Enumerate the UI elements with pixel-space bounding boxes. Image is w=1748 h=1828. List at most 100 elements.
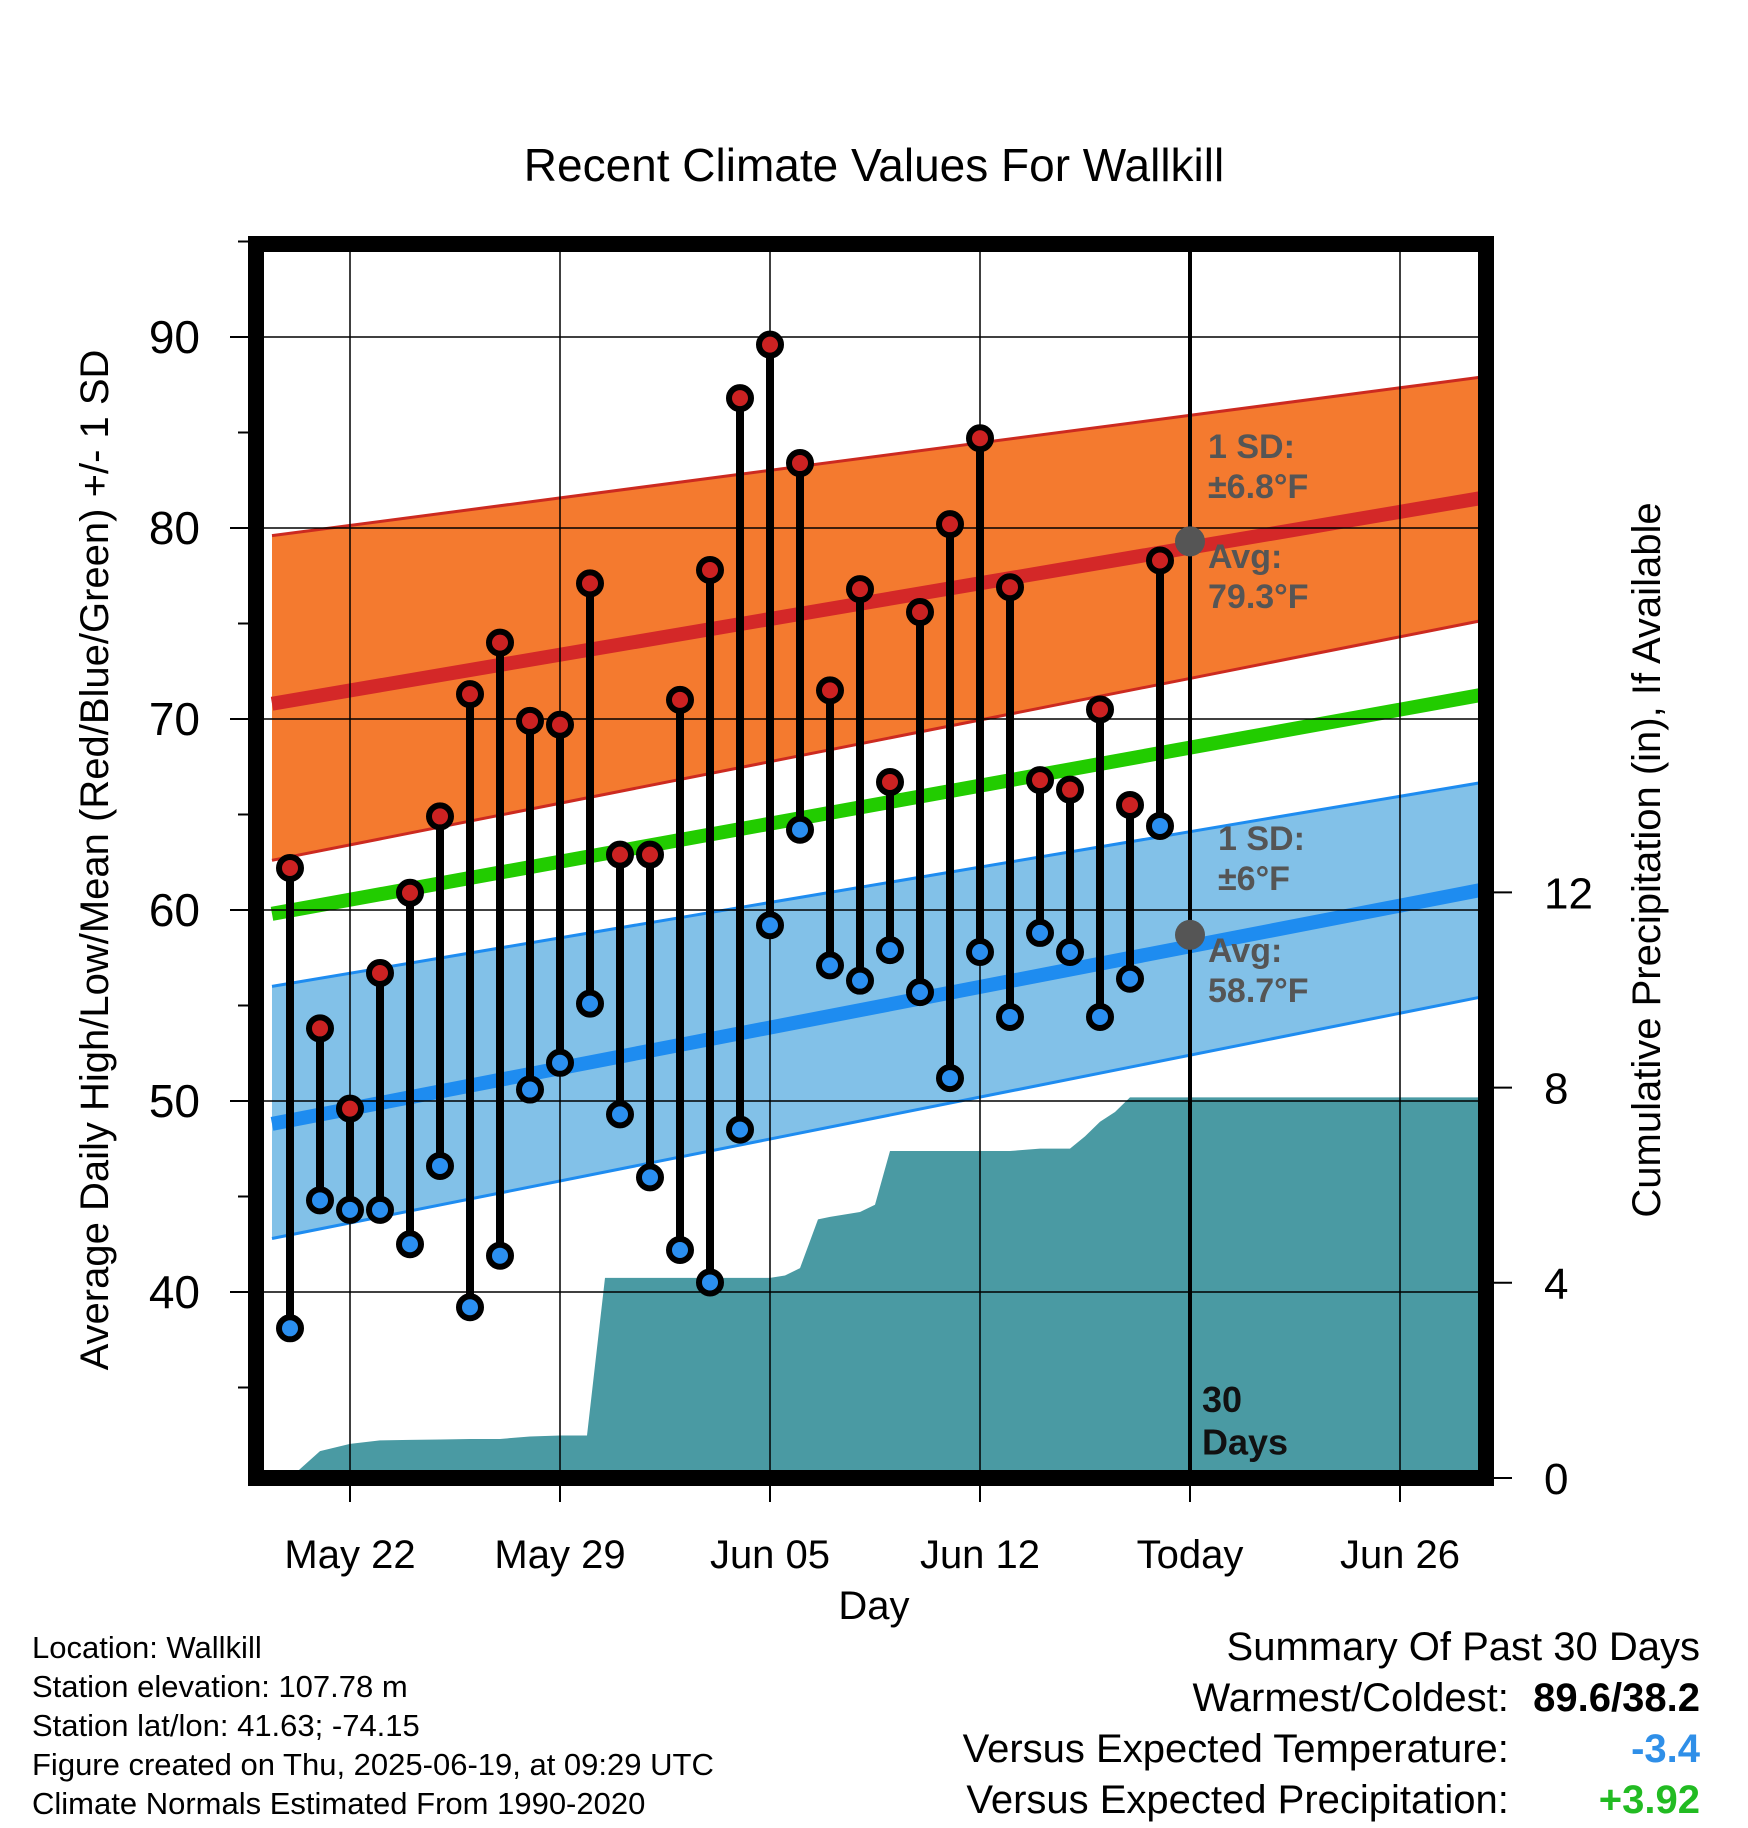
daily-low-point: [966, 938, 994, 967]
daily-low-point: [1146, 811, 1174, 840]
normals-text: Climate Normals Estimated From 1990-2020: [32, 1786, 646, 1821]
axes: 40 50 60 70 80 90 0 4 8 12 May 22 May 29 Jun 05 Jun 1…: [73, 236, 1669, 1577]
x-tick-label: Jun 05: [710, 1533, 830, 1577]
days-annotation: 30 Days: [1202, 1379, 1288, 1462]
daily-mean-line: [270, 688, 1480, 921]
daily-low-point: [1056, 938, 1084, 967]
daily-low-point: [1116, 964, 1144, 993]
daily-low-point: [786, 815, 814, 844]
low-sd-annotation: 1 SD: ±6°F: [1218, 820, 1305, 898]
temp-anomaly-label: Versus Expected Temperature:: [962, 1727, 1509, 1771]
daily-high-point: [816, 676, 844, 705]
precip-anomaly-label: Versus Expected Precipitation:: [966, 1778, 1509, 1822]
daily-high-point: [1056, 775, 1084, 804]
daily-low-point: [396, 1230, 424, 1259]
daily-low-point: [576, 989, 604, 1018]
location-text: Location: Wallkill: [32, 1630, 262, 1665]
daily-low-point: [546, 1048, 574, 1077]
daily-low-point: [366, 1195, 394, 1224]
daily-low-point: [456, 1293, 484, 1322]
temp-anomaly-value: -3.4: [1631, 1727, 1700, 1771]
y2-tick-label: 4: [1544, 1260, 1568, 1309]
daily-high-point: [306, 1014, 334, 1043]
y-tick-label: 70: [149, 693, 200, 745]
daily-high-point: [486, 628, 514, 657]
y2-tick-label: 12: [1544, 869, 1593, 918]
x-tick-label: May 22: [284, 1533, 415, 1577]
daily-high-point: [1146, 546, 1174, 575]
daily-high-point: [846, 575, 874, 604]
daily-high-point: [696, 556, 724, 585]
daily-low-point: [1086, 1002, 1114, 1031]
y-tick-label: 80: [149, 502, 200, 554]
y2-tick-label: 0: [1544, 1455, 1568, 1504]
daily-low-point: [816, 951, 844, 980]
station-info: Location: Wallkill Station elevation: 10…: [32, 1628, 714, 1823]
low-avg-annotation: Avg: 58.7°F: [1208, 932, 1309, 1010]
elevation-text: Station elevation: 107.78 m: [32, 1669, 408, 1704]
daily-low-point: [336, 1195, 364, 1224]
summary-warmest-row: Warmest/Coldest: 89.6/38.2: [963, 1673, 1701, 1724]
daily-high-point: [1026, 766, 1054, 795]
summary-temp-row: Versus Expected Temperature: -3.4: [963, 1724, 1700, 1775]
daily-low-point: [306, 1186, 334, 1215]
daily-low-point: [516, 1075, 544, 1104]
daily-low-point: [426, 1151, 454, 1180]
daily-high-point: [996, 573, 1024, 602]
daily-high-point: [966, 424, 994, 453]
daily-low-point: [1026, 918, 1054, 947]
summary-panel: Summary Of Past 30 Days Warmest/Coldest:…: [963, 1622, 1700, 1826]
daily-high-point: [636, 840, 664, 869]
daily-high-point: [786, 449, 814, 478]
y-tick-label: 50: [149, 1075, 200, 1127]
high-sd-upper-edge: [271, 375, 1480, 538]
warmest-label: Warmest/Coldest:: [1192, 1676, 1509, 1720]
daily-low-point: [636, 1163, 664, 1192]
daily-low-point: [666, 1235, 694, 1264]
y2-axis-label: Cumulative Precipitation (in), If Availa…: [1625, 502, 1669, 1217]
daily-high-point: [456, 680, 484, 709]
daily-high-point: [726, 384, 754, 413]
daily-low-point: [996, 1002, 1024, 1031]
daily-low-point: [726, 1115, 754, 1144]
plot-overlay: 1 SD: ±6.8°F Avg: 79.3°F 1 SD: ±6°F Avg: 58.7°F…: [276, 244, 1309, 1478]
daily-high-point: [276, 853, 304, 882]
daily-low-point: [876, 936, 904, 965]
daily-high-point: [756, 330, 784, 359]
daily-high-point: [936, 510, 964, 539]
latlon-text: Station lat/lon: 41.63; -74.15: [32, 1708, 420, 1743]
x-axis-label: Day: [838, 1584, 910, 1628]
high-avg-annotation: Avg: 79.3°F: [1208, 538, 1309, 616]
daily-high-point: [906, 598, 934, 627]
daily-high-point: [576, 569, 604, 598]
daily-low-point: [606, 1100, 634, 1129]
daily-low-point: [756, 911, 784, 940]
low-sd-upper-edge: [271, 781, 1480, 988]
daily-high-point: [396, 878, 424, 907]
daily-high-point: [336, 1094, 364, 1123]
high-sd-band: [272, 377, 1480, 861]
precip-anomaly-value: +3.92: [1598, 1778, 1700, 1822]
daily-high-point: [366, 959, 394, 988]
created-text: Figure created on Thu, 2025-06-19, at 09…: [32, 1747, 714, 1782]
daily-low-point: [906, 978, 934, 1007]
daily-high-point: [546, 710, 574, 739]
chart-title: Recent Climate Values For Wallkill: [523, 139, 1225, 191]
warmest-value: 89.6/38.2: [1533, 1676, 1700, 1720]
y-axis-label: Average Daily High/Low/Mean (Red/Blue/Gr…: [73, 350, 117, 1371]
daily-high-point: [606, 840, 634, 869]
daily-high-point: [1086, 695, 1114, 724]
x-tick-label: Jun 26: [1340, 1533, 1460, 1577]
summary-precip-row: Versus Expected Precipitation: +3.92: [963, 1775, 1700, 1826]
daily-high-point: [426, 802, 454, 831]
x-tick-label: Jun 12: [920, 1533, 1040, 1577]
y-tick-label: 90: [149, 311, 200, 363]
y-tick-label: 60: [149, 884, 200, 936]
daily-low-point: [936, 1064, 964, 1093]
x-tick-label: May 29: [494, 1533, 625, 1577]
high-sd-annotation: 1 SD: ±6.8°F: [1208, 428, 1308, 506]
y-tick-label: 40: [149, 1266, 200, 1318]
y2-tick-label: 8: [1544, 1065, 1568, 1114]
plot-area: [262, 250, 1480, 1470]
